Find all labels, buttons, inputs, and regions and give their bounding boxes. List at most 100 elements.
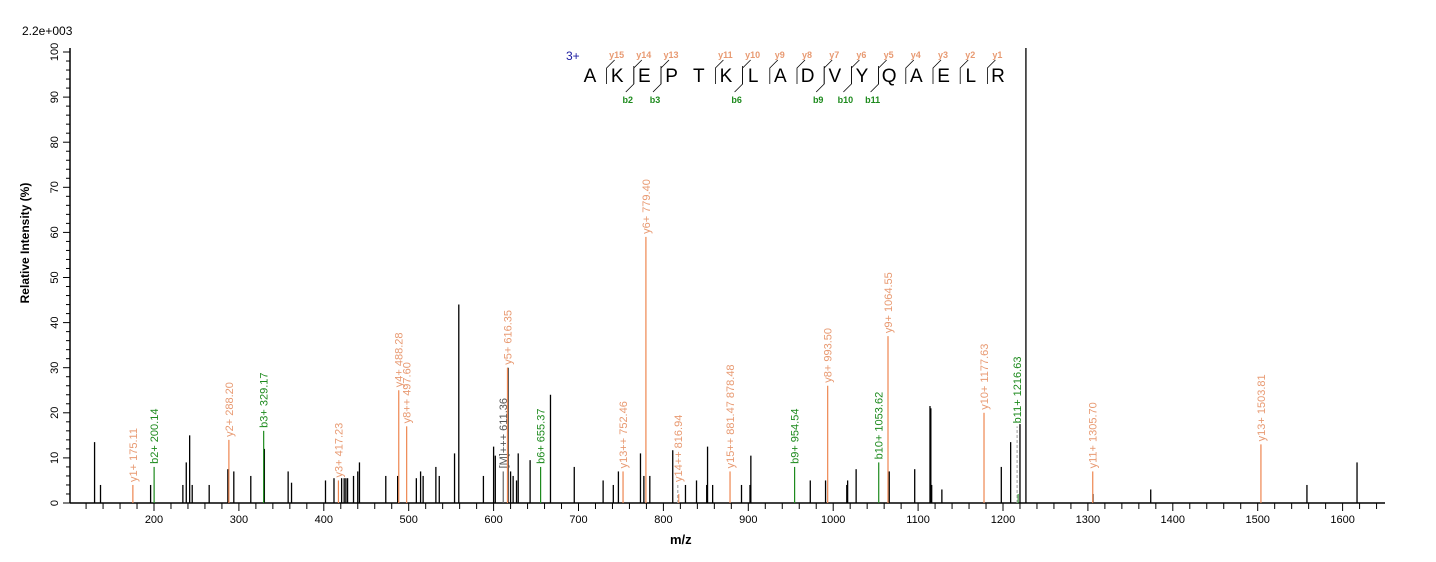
y-ion-break-mark (959, 59, 969, 84)
peak-label: y14++ 816.94 (673, 415, 685, 482)
x-tick-label: 700 (569, 514, 587, 526)
y-tick-label: 70 (49, 181, 61, 193)
b-ion-break-mark (815, 66, 825, 93)
y-axis-label: Relative Intensity (%) (18, 182, 32, 304)
sequence-residue: R (991, 66, 1005, 87)
peak-label: b11+ 1216.63 (1012, 357, 1024, 424)
x-tick-label: 1300 (1076, 514, 1100, 526)
b-ion-break-mark (625, 66, 635, 93)
y-ion-label: y2 (965, 50, 975, 60)
y-tick-label: 40 (49, 316, 61, 328)
x-tick-label: 800 (654, 514, 672, 526)
peak-label: y11+ 1305.70 (1088, 402, 1100, 468)
b-ion-break-mark (843, 66, 852, 93)
x-axis-label: m/z (670, 532, 692, 547)
y-ion-break-mark (932, 59, 942, 84)
y-ion-label: y3 (938, 50, 948, 60)
y-tick-label: 100 (49, 43, 61, 61)
sequence-residue: D (801, 66, 815, 87)
y-ion-break-mark (606, 59, 615, 84)
peak-label: y1+ 175.11 (128, 428, 140, 482)
sequence-residue: A (584, 66, 597, 87)
sequence-residue: Q (882, 66, 897, 87)
x-tick-label: 600 (484, 514, 502, 526)
peak-label: b2+ 200.14 (149, 409, 161, 464)
y-tick-label: 90 (49, 91, 61, 103)
y-tick-label: 50 (49, 271, 61, 283)
peak-label: y10+ 1177.63 (979, 344, 991, 410)
b-ion-break-mark (870, 66, 879, 93)
y-tick-label: 30 (49, 362, 61, 374)
x-tick-label: 900 (739, 514, 757, 526)
b-ion-label: b11 (865, 95, 880, 105)
x-tick-label: 300 (230, 514, 248, 526)
y-ion-break-mark (715, 59, 724, 84)
y-ion-label: y4 (911, 50, 921, 60)
b-ion-label: b6 (731, 95, 742, 105)
y-ion-label: y13 (663, 50, 678, 60)
sequence-residue: E (937, 66, 950, 87)
peak-label: y2+ 288.20 (224, 382, 236, 437)
peak-label: y13++ 752.46 (618, 401, 630, 468)
y-tick-label: 60 (49, 226, 61, 238)
b-ion-label: b9 (813, 95, 824, 105)
x-tick-label: 400 (315, 514, 333, 526)
y-ion-label: y5 (884, 50, 894, 60)
y-ion-label: y1 (992, 50, 1002, 60)
peak-label: y9+ 1064.55 (883, 272, 895, 333)
peak-label: y13+ 1503.81 (1256, 374, 1268, 441)
sequence-residue: Y (856, 66, 869, 87)
b-ion-break-mark (652, 66, 662, 93)
x-tick-label: 1000 (821, 514, 845, 526)
x-tick-label: 200 (145, 514, 163, 526)
intensity-scale-label: 2.2e+003 (22, 24, 73, 38)
x-tick-label: 500 (400, 514, 418, 526)
peak-label: b3+ 329.17 (259, 372, 271, 427)
sequence-residue: K (611, 66, 624, 87)
peak-label: y6+ 779.40 (641, 179, 653, 234)
y-ion-break-mark (987, 59, 996, 84)
sequence-residue: A (910, 66, 923, 87)
peak-label: y15++ 881.47 878.48 (725, 364, 737, 468)
precursor-charge: 3+ (566, 49, 580, 63)
y-ion-label: y6 (856, 50, 866, 60)
sequence-residue: K (720, 66, 733, 87)
b-ion-label: b2 (623, 95, 634, 105)
peak-label: y8+ 993.50 (823, 328, 835, 383)
x-tick-label: 1100 (906, 514, 930, 526)
x-tick-label: 1200 (991, 514, 1015, 526)
b-ion-label: b10 (838, 95, 854, 105)
peak-label: b10+ 1053.62 (874, 392, 886, 460)
y-ion-break-mark (905, 59, 915, 84)
y-ion-label: y14 (636, 50, 651, 60)
x-tick-label: 1400 (1161, 514, 1185, 526)
y-ion-label: y7 (829, 50, 839, 60)
sequence-residue: V (828, 66, 841, 87)
sequence-residue: T (693, 66, 705, 87)
peak-label: y8++ 497.60 (402, 362, 414, 423)
peak-label: b6+ 655.37 (536, 409, 548, 464)
y-ion-break-mark (769, 59, 779, 84)
peak-label: y5+ 616.35 (502, 310, 514, 365)
y-ion-label: y11 (718, 50, 733, 60)
y-tick-label: 10 (49, 452, 61, 464)
x-tick-label: 1500 (1245, 514, 1269, 526)
y-ion-label: y8 (802, 50, 812, 60)
peak-label: y4+ 488.28 (394, 333, 406, 388)
y-tick-label: 0 (49, 500, 61, 506)
b-ion-break-mark (734, 66, 743, 93)
y-tick-label: 80 (49, 136, 61, 148)
y-ion-label: y15 (609, 50, 624, 60)
y-tick-label: 20 (49, 407, 61, 419)
peak-label: y3+ 417.23 (333, 423, 345, 478)
y-ion-label: y10 (745, 50, 760, 60)
peak-label: b9+ 954.54 (790, 409, 802, 464)
sequence-residue: P (665, 66, 678, 87)
peak-label: [M]+++ 611.36 (498, 398, 510, 468)
sequence-residue: A (774, 66, 787, 87)
b-ion-label: b3 (650, 95, 661, 105)
y-ion-label: y9 (775, 50, 785, 60)
y-ion-break-mark (796, 59, 806, 84)
sequence-residue: E (638, 66, 651, 87)
